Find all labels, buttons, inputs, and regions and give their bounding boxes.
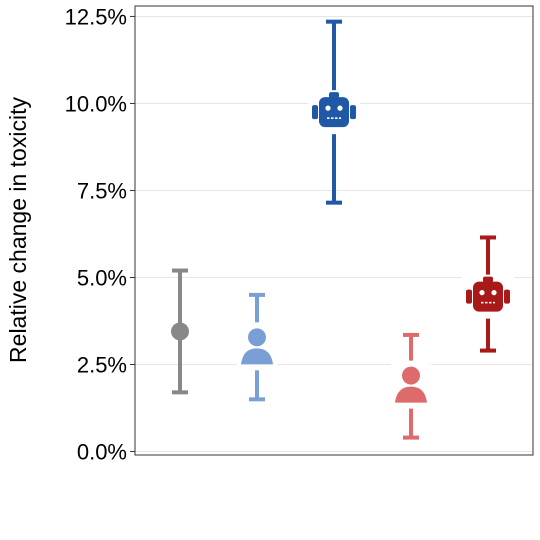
data-point-group <box>171 268 189 395</box>
robot-icon-antenna <box>329 92 339 99</box>
data-point-group <box>462 235 514 353</box>
robot-icon-eye <box>479 290 485 296</box>
robot-icon-antenna <box>483 276 493 283</box>
y-tick-label: 2.5% <box>77 353 127 378</box>
data-point <box>171 322 189 341</box>
person-icon-body <box>241 348 273 365</box>
robot-icon-eye <box>325 105 331 111</box>
robot-icon-ear-left <box>312 105 318 120</box>
person-icon-body <box>395 386 427 403</box>
person-icon <box>402 366 420 385</box>
plot-border <box>134 5 534 456</box>
data-point-group <box>308 19 360 205</box>
y-axis-title: Relative change in toxicity <box>5 97 31 363</box>
data-marks <box>171 19 514 440</box>
data-point-group <box>237 292 277 402</box>
robot-icon-eye <box>337 105 343 111</box>
robot-icon-ear-right <box>350 105 356 120</box>
y-tick-label: 12.5% <box>65 4 127 29</box>
y-axis: 0.0% 2.5% 5.0% 7.5% 10.0% 12.5% <box>65 4 135 465</box>
y-tick-label: 10.0% <box>65 91 127 116</box>
y-tick-label: 5.0% <box>77 265 127 290</box>
robot-icon-eye <box>491 290 497 296</box>
y-tick-label: 7.5% <box>77 178 127 203</box>
data-point-group <box>391 332 431 440</box>
person-icon <box>248 328 266 347</box>
robot-icon-ear-right <box>504 289 510 304</box>
robot-icon <box>473 281 503 312</box>
robot-icon-ear-left <box>466 289 472 304</box>
robot-icon <box>319 97 349 128</box>
y-tick-label: 0.0% <box>77 440 127 465</box>
